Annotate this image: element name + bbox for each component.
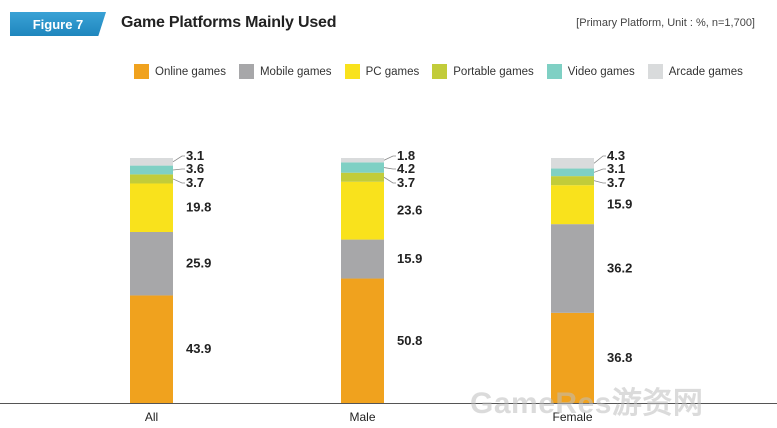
bar-segment bbox=[130, 231, 173, 296]
data-label: 25.9 bbox=[186, 256, 211, 271]
data-label: 19.8 bbox=[186, 200, 211, 215]
legend-item: Arcade games bbox=[647, 64, 743, 79]
bar-segment bbox=[551, 158, 594, 169]
data-label: 3.1 bbox=[607, 161, 625, 176]
legend-swatch bbox=[546, 64, 562, 79]
bar-segment bbox=[130, 174, 173, 184]
bar-segment bbox=[551, 176, 594, 186]
category-label: Male bbox=[349, 410, 375, 424]
legend-label: Video games bbox=[567, 65, 635, 78]
data-label: 15.9 bbox=[397, 251, 422, 266]
bar-segment bbox=[130, 183, 173, 232]
data-label: 3.7 bbox=[397, 175, 415, 190]
bar-segment bbox=[130, 295, 173, 403]
legend-swatch bbox=[238, 64, 254, 79]
leader-line bbox=[593, 155, 606, 164]
bar-segment bbox=[341, 239, 384, 279]
data-label: 1.8 bbox=[397, 148, 415, 163]
bar-segment bbox=[551, 312, 594, 403]
chart-note: [Primary Platform, Unit : %, n=1,700] bbox=[576, 17, 755, 29]
legend-item: Mobile games bbox=[238, 64, 332, 79]
leader-line bbox=[383, 176, 396, 184]
legend-label: PC games bbox=[365, 65, 420, 78]
bar-segment bbox=[341, 181, 384, 240]
leader-line bbox=[593, 180, 606, 184]
leader-line bbox=[172, 168, 185, 171]
category-label: Female bbox=[552, 410, 592, 424]
legend-swatch bbox=[647, 64, 663, 79]
data-label: 23.6 bbox=[397, 203, 422, 218]
legend-item: Portable games bbox=[432, 64, 534, 79]
data-label: 4.3 bbox=[607, 148, 625, 163]
data-label: 3.7 bbox=[186, 175, 204, 190]
watermark: GameRes游资网 bbox=[470, 387, 704, 420]
data-label: 36.2 bbox=[607, 260, 632, 275]
legend-swatch bbox=[432, 64, 448, 79]
data-label: 43.9 bbox=[186, 341, 211, 356]
legend-label: Portable games bbox=[453, 65, 534, 78]
chart-title: Game Platforms Mainly Used bbox=[121, 14, 337, 31]
data-label: 3.7 bbox=[607, 175, 625, 190]
leader-line bbox=[383, 155, 396, 161]
bar-segment bbox=[130, 158, 173, 166]
data-label: 4.2 bbox=[397, 161, 415, 176]
leader-line bbox=[172, 178, 185, 184]
bar-segment bbox=[551, 224, 594, 313]
leader-line bbox=[172, 155, 185, 163]
legend-label: Online games bbox=[155, 65, 226, 78]
figure-badge: Figure 7 bbox=[10, 12, 106, 36]
leader-line bbox=[383, 167, 396, 170]
bar-segment bbox=[341, 158, 384, 163]
legend-swatch bbox=[344, 64, 360, 79]
bar-segment bbox=[551, 185, 594, 225]
bar-segment bbox=[551, 168, 594, 177]
legend-item: PC games bbox=[344, 64, 420, 79]
category-label: All bbox=[145, 410, 158, 424]
data-label: 36.8 bbox=[607, 350, 632, 365]
data-label: 15.9 bbox=[607, 197, 632, 212]
legend-label: Mobile games bbox=[259, 65, 332, 78]
data-label: 3.1 bbox=[186, 148, 204, 163]
data-label: 50.8 bbox=[397, 333, 422, 348]
bar-segment bbox=[341, 278, 384, 403]
legend-item: Video games bbox=[546, 64, 635, 79]
bar-segment bbox=[130, 165, 173, 175]
data-label: 3.6 bbox=[186, 161, 204, 176]
legend-item: Online games bbox=[134, 64, 226, 79]
legend-swatch bbox=[134, 64, 149, 79]
legend: Online games Mobile games PC games Portable… bbox=[134, 64, 756, 79]
legend-label: Arcade games bbox=[668, 65, 743, 78]
bar-segment bbox=[341, 172, 384, 182]
bar-segment bbox=[341, 162, 384, 173]
leader-line bbox=[593, 168, 606, 173]
